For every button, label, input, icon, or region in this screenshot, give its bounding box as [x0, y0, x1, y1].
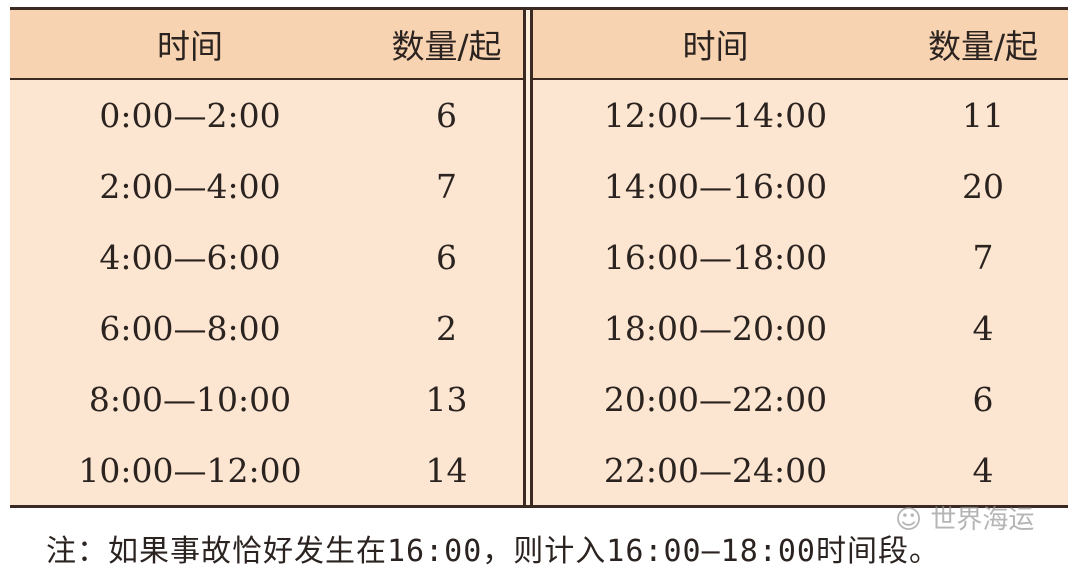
- time-cell: 6:00—8:00: [99, 309, 281, 348]
- table-row: 20:00—22:00 6: [533, 364, 1068, 435]
- count-cell: 6: [436, 96, 457, 135]
- table-row: 4:00—6:00 6: [10, 222, 523, 293]
- count-cell: 14: [425, 451, 468, 490]
- watermark: ☺ 世界海运: [895, 505, 1035, 535]
- header-time: 时间: [682, 27, 749, 66]
- table-row: 2:00—4:00 7: [10, 151, 523, 222]
- count-cell: 4: [972, 309, 994, 348]
- watermark-text: 世界海运: [930, 505, 1035, 535]
- table-row: 22:00—24:00 4: [533, 435, 1068, 506]
- table-row: 14:00—16:00 20: [533, 151, 1068, 222]
- time-cell: 16:00—18:00: [603, 238, 828, 277]
- count-cell: 7: [436, 167, 457, 206]
- table-left-half: 时间 数量/起 0:00—2:00 6 2:00—4:00 7 4:00—6:00 6 6:…: [10, 10, 523, 505]
- count-cell: 20: [962, 167, 1004, 206]
- time-cell: 20:00—22:00: [603, 380, 828, 419]
- table-row: 18:00—20:00 4: [533, 293, 1068, 364]
- table-row: 16:00—18:00 7: [533, 222, 1068, 293]
- time-cell: 4:00—6:00: [99, 238, 281, 277]
- time-cell: 14:00—16:00: [603, 167, 828, 206]
- header-row: 时间 数量/起: [10, 10, 523, 80]
- double-divider: [523, 10, 533, 505]
- header-count: 数量/起: [927, 27, 1039, 66]
- time-cell: 0:00—2:00: [99, 96, 281, 135]
- table-row: 8:00—10:00 13: [10, 364, 523, 435]
- table-row: 12:00—14:00 11: [533, 80, 1068, 151]
- time-cell: 10:00—12:00: [78, 451, 302, 490]
- count-cell: 13: [425, 380, 468, 419]
- table-row: 6:00—8:00 2: [10, 293, 523, 364]
- time-cell: 22:00—24:00: [603, 451, 828, 490]
- count-cell: 2: [436, 309, 457, 348]
- count-cell: 11: [962, 96, 1004, 135]
- accident-time-table: 时间 数量/起 0:00—2:00 6 2:00—4:00 7 4:00—6:00 6 6:…: [10, 7, 1068, 508]
- count-cell: 6: [436, 238, 457, 277]
- table-row: 10:00—12:00 14: [10, 435, 523, 506]
- time-cell: 8:00—10:00: [88, 380, 292, 419]
- table-row: 0:00—2:00 6: [10, 80, 523, 151]
- time-cell: 2:00—4:00: [99, 167, 281, 206]
- table-note: 注：如果事故恰好发生在16:00，则计入16:00—18:00时间段。: [46, 534, 940, 569]
- time-cell: 12:00—14:00: [603, 96, 828, 135]
- time-cell: 18:00—20:00: [603, 309, 828, 348]
- header-count: 数量/起: [391, 27, 502, 66]
- count-cell: 7: [972, 238, 994, 277]
- header-time: 时间: [157, 27, 223, 66]
- header-row: 时间 数量/起: [533, 10, 1068, 80]
- count-cell: 6: [972, 380, 994, 419]
- count-cell: 4: [972, 451, 994, 490]
- table-right-half: 时间 数量/起 12:00—14:00 11 14:00—16:00 20 16:00—…: [533, 10, 1068, 505]
